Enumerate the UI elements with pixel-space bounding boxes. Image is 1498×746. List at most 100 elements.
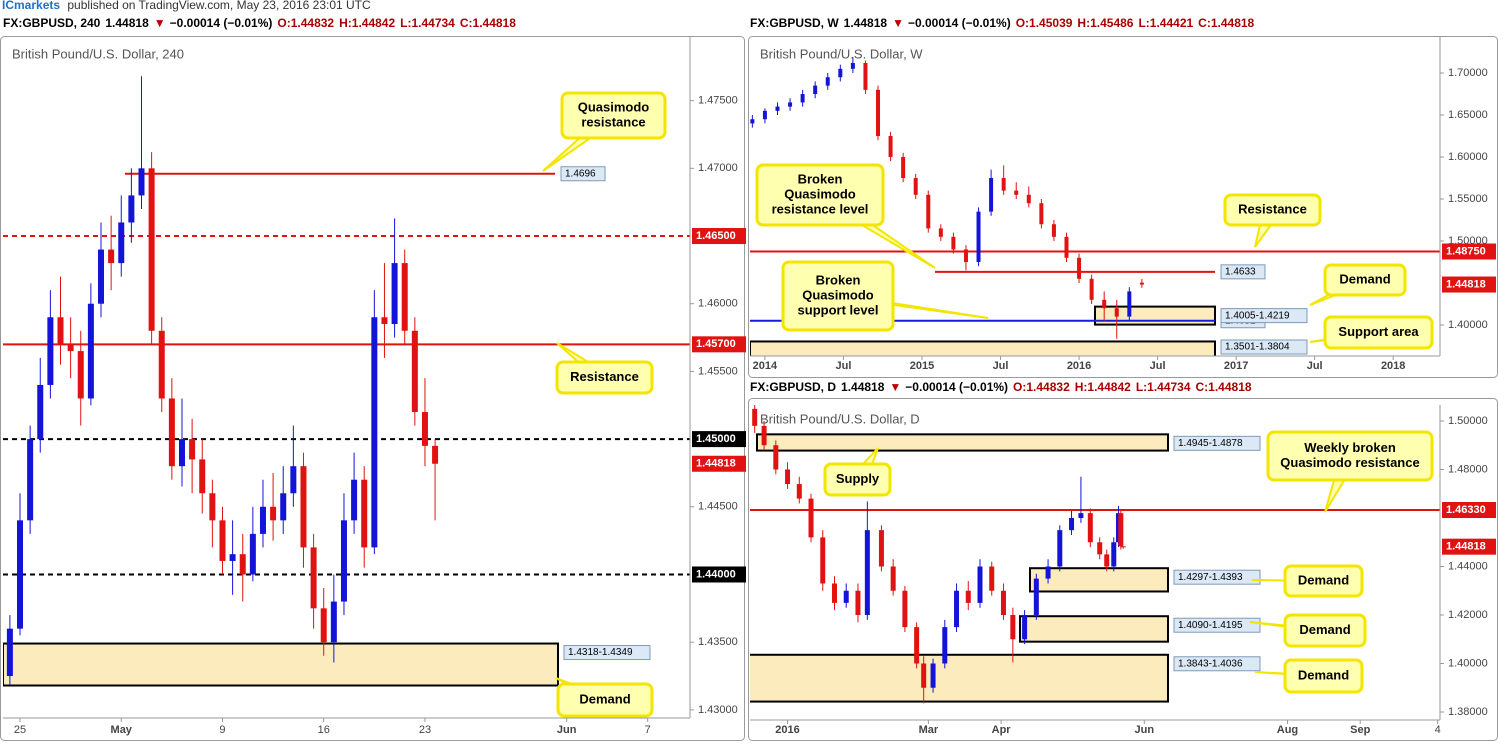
plot-area	[750, 405, 1440, 704]
candle-body	[1111, 542, 1117, 567]
candle-body	[796, 484, 802, 499]
y-tick-label: 1.45500	[698, 365, 738, 377]
y-tick-label: 1.55000	[1448, 193, 1488, 205]
last-price: 1.44818	[105, 16, 149, 30]
candle-body	[977, 566, 983, 603]
candle-body	[1001, 178, 1006, 191]
change-arrow: ▼	[889, 380, 901, 394]
callout-box	[1323, 263, 1407, 297]
candle-body	[1064, 236, 1069, 258]
callout-text: Broken	[798, 171, 843, 186]
candle-body	[820, 537, 826, 584]
candle-body	[1114, 308, 1119, 317]
zone	[750, 653, 1169, 703]
x-tick-label: Apr	[992, 724, 1012, 736]
candle-body	[6, 628, 13, 677]
candle-body	[788, 102, 793, 107]
plot-area	[750, 57, 1440, 356]
candle-body	[921, 663, 927, 688]
candle-body	[813, 85, 818, 95]
x-tick-label: 2015	[910, 360, 934, 372]
candle-body	[411, 330, 418, 413]
candle-body	[863, 62, 868, 90]
y-tick-label: 1.48000	[1448, 463, 1488, 475]
value-label-box	[1220, 308, 1308, 324]
zone	[3, 642, 559, 687]
callout-text: Resistance	[570, 369, 639, 384]
candle-body	[421, 412, 428, 446]
candle-body	[77, 351, 84, 399]
candle-body	[1026, 194, 1031, 204]
callout: Supply	[823, 447, 892, 497]
price-tag	[692, 336, 746, 353]
price-tag-label: 1.44818	[696, 458, 736, 470]
callout-text: Demand	[1298, 572, 1349, 587]
callout-box	[1283, 613, 1367, 648]
callout-text: Support area	[1338, 324, 1419, 339]
chart-panel: FX:GBPUSD, D 1.44818 ▼ −0.00014 (−0.01%) O:1…	[748, 380, 1498, 741]
candle-body	[914, 627, 920, 664]
candle-body	[954, 590, 960, 628]
ohlc: H:1.44842	[339, 16, 395, 30]
candle-body	[843, 590, 849, 603]
callout: Resistance	[1223, 193, 1322, 248]
x-tick-label: Jul	[1307, 360, 1323, 372]
x-tick-label: 2017	[1224, 360, 1248, 372]
value-label-box	[563, 645, 651, 661]
price-tag-label: 1.44818	[1446, 278, 1486, 290]
candle-body	[158, 330, 165, 399]
value-label-box	[1173, 656, 1261, 672]
candle-body	[320, 608, 327, 643]
candle-body	[330, 601, 337, 643]
price-tag-label: 1.45700	[696, 338, 736, 350]
callout-box	[1283, 658, 1364, 694]
value-label: 1.4090-1.4195	[1178, 620, 1243, 631]
x-tick-label: Jul	[993, 360, 1009, 372]
callout-text: Demand	[579, 691, 630, 706]
y-tick-label: 1.42000	[1448, 609, 1488, 621]
candle-body	[351, 479, 358, 521]
candle-body	[108, 249, 115, 264]
callout-box	[1223, 193, 1322, 227]
x-tick-label: Jun	[1135, 724, 1155, 736]
price-tag-label: 1.48750	[1446, 245, 1486, 257]
y-tick-label: 1.40000	[1448, 657, 1488, 669]
x-tick-label: Jul	[836, 360, 852, 372]
callout: Demand	[1309, 263, 1407, 306]
candle-body	[1078, 513, 1084, 519]
callout-text: Supply	[836, 471, 880, 486]
candle-body	[1102, 299, 1107, 309]
value-label: 1.4945-1.4878	[1178, 438, 1243, 449]
zone	[1094, 305, 1216, 326]
x-tick-label: May	[111, 724, 133, 736]
brand[interactable]: ICmarkets	[2, 0, 60, 12]
value-label: 1.4318-1.4349	[568, 647, 633, 658]
value-label-box	[560, 166, 606, 182]
callout: Demand	[1254, 658, 1364, 694]
candle-body	[913, 178, 918, 195]
candle-body	[1118, 513, 1124, 547]
candle-body	[930, 663, 936, 688]
callout-box	[1266, 430, 1434, 482]
candle-body	[401, 263, 408, 331]
candle-body	[199, 459, 206, 494]
candle-body	[1057, 530, 1063, 567]
candle-body	[785, 469, 791, 485]
candle-body	[1000, 590, 1006, 615]
publish-text: published on TradingView.com, May 23, 20…	[67, 0, 371, 12]
last-price: 1.44818	[841, 380, 885, 394]
price-tag-label: 1.45000	[696, 433, 736, 445]
callout-box	[755, 163, 885, 227]
candle-body	[1087, 513, 1093, 543]
price-tag-label: 1.46500	[696, 230, 736, 242]
candle-body	[168, 398, 175, 467]
candle-body	[87, 303, 94, 399]
callout: Demand	[555, 677, 654, 718]
x-tick-label: 16	[318, 724, 330, 736]
candle-body	[259, 506, 266, 534]
y-tick-label: 1.38000	[1448, 706, 1488, 718]
candle-body	[864, 530, 870, 615]
x-tick-label: 7	[645, 724, 651, 736]
